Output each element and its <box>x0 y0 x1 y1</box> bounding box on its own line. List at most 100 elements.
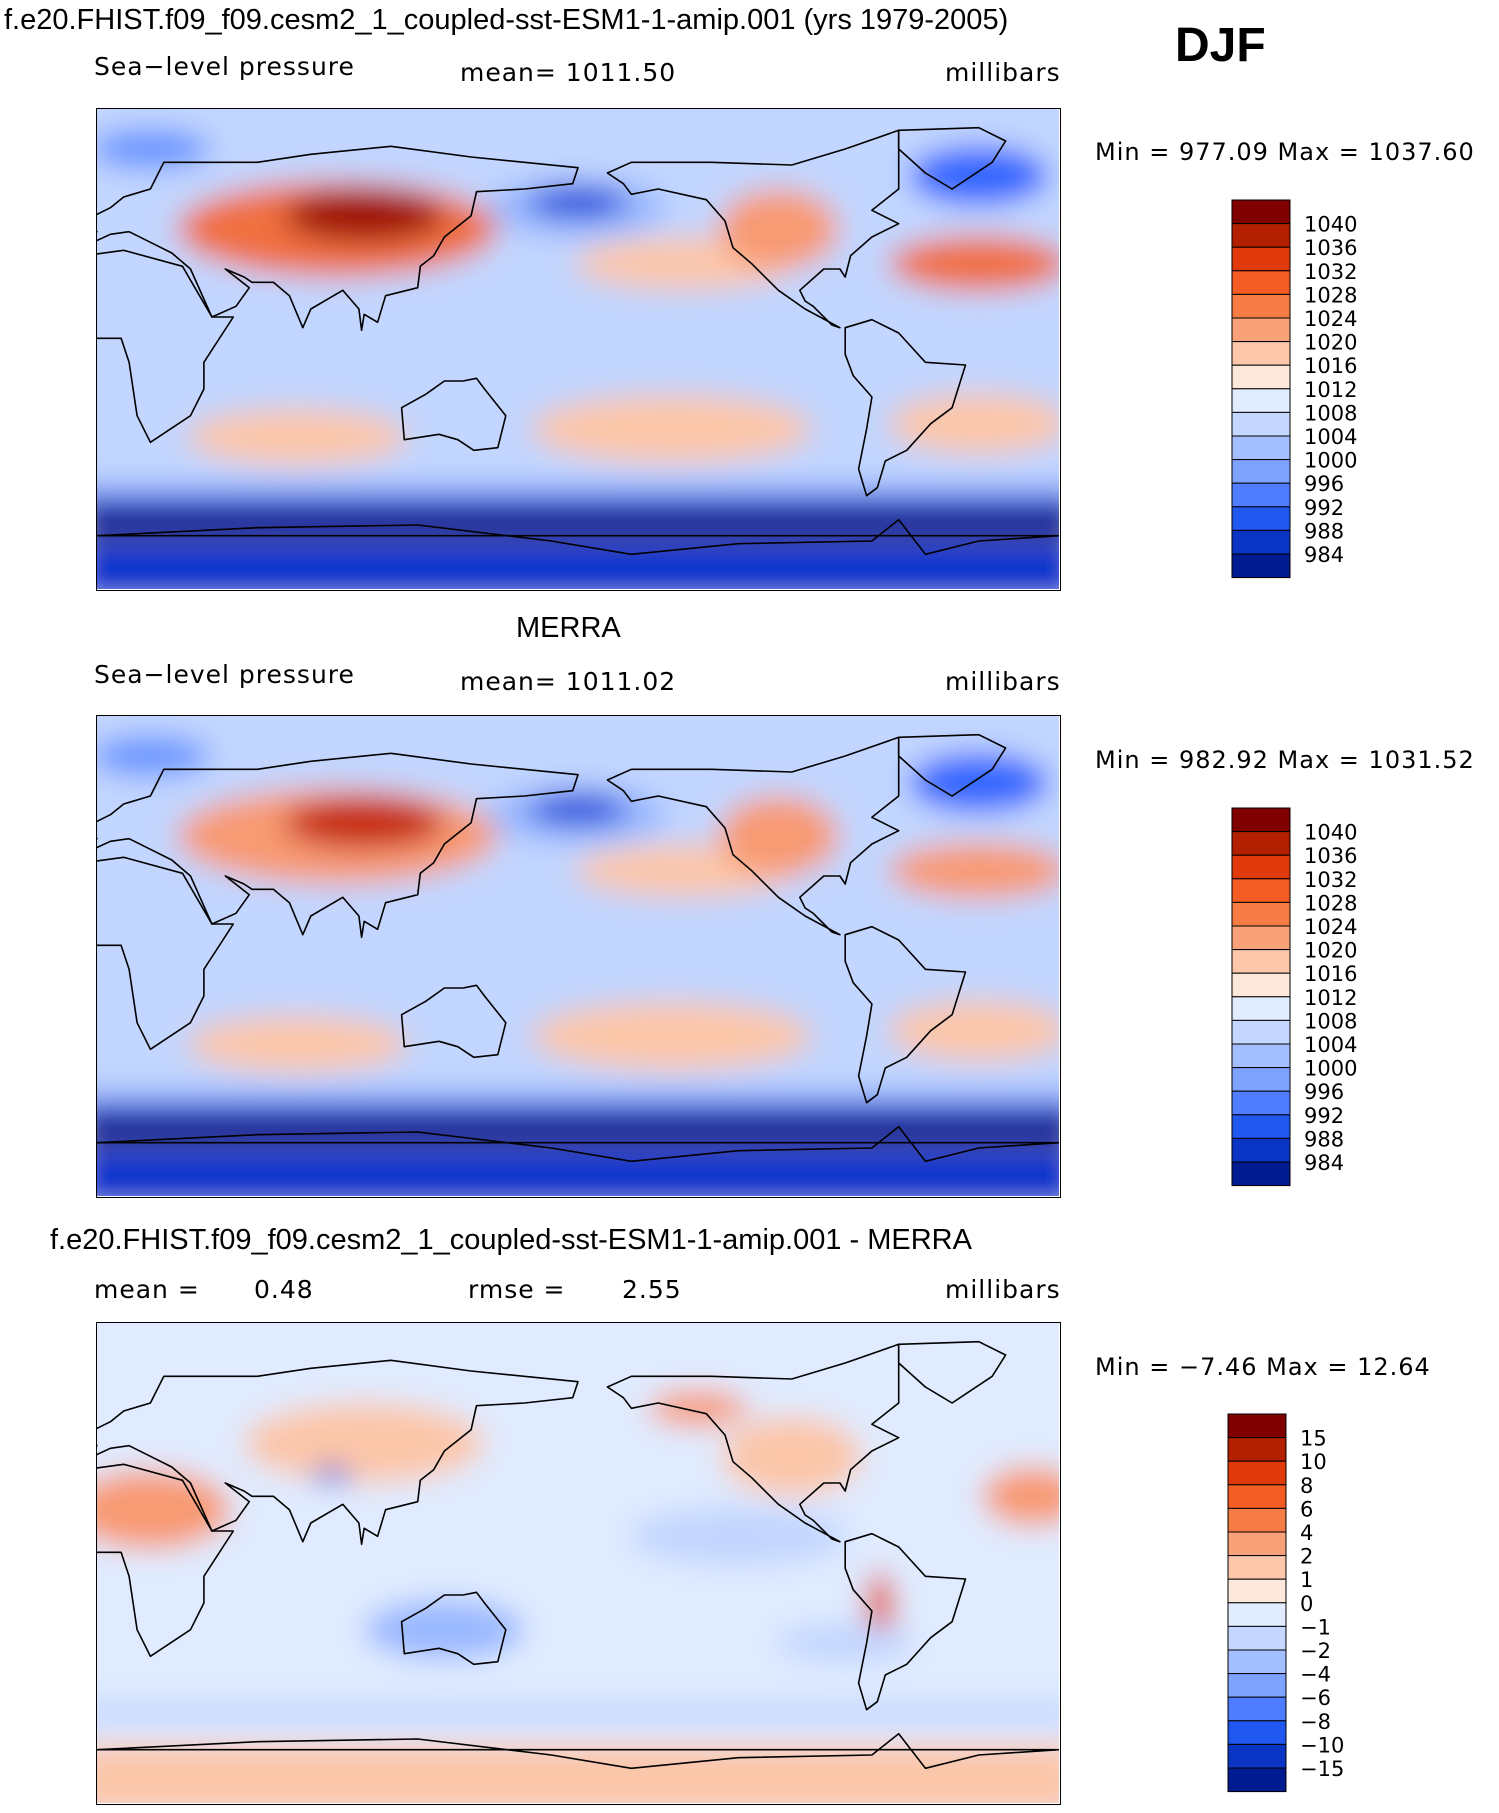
antarctic-field <box>97 1148 1059 1196</box>
colorbar-swatch <box>1231 482 1291 508</box>
azores-high <box>888 235 1059 292</box>
colorbar-swatch <box>1231 199 1291 225</box>
subtropical-high-indian <box>187 1016 408 1072</box>
coastline <box>606 736 900 936</box>
colorbar-swatch <box>1227 1673 1287 1698</box>
colorbar-tick-label: 984 <box>1304 543 1344 567</box>
colorbar-tick-label: 1004 <box>1304 425 1357 449</box>
p2-variable-label: Sea−level pressure <box>94 660 355 689</box>
icelandic-low <box>908 145 1049 206</box>
colorbar-tick-label: 996 <box>1304 1080 1344 1104</box>
colorbar-tick-label: 1020 <box>1304 331 1357 355</box>
p2-mean-label: mean= 1011.02 <box>460 667 677 696</box>
subtropical-high-indian <box>187 409 408 465</box>
colorbar-swatch <box>1231 901 1291 927</box>
diff-asia-positive <box>244 1403 485 1483</box>
colorbar-swatch <box>1227 1625 1287 1651</box>
colorbar-tick-label: 992 <box>1304 1104 1344 1128</box>
colorbar-swatch <box>1227 1555 1287 1580</box>
p1-mean-label: mean= 1011.50 <box>460 58 677 87</box>
colorbar-tick-label: 1040 <box>1304 821 1357 845</box>
colorbar-tick-label: 996 <box>1304 472 1344 496</box>
colorbar-tick-label: 1012 <box>1304 378 1357 402</box>
p2-colorbar: 1040 1036 1032 1028 1024 1020 1016 1012 1008 1004… <box>1231 807 1432 1190</box>
azores-high <box>888 842 1059 899</box>
siberian-high-core <box>284 796 445 849</box>
colorbar-swatch <box>1231 949 1291 974</box>
coastline <box>897 733 1007 797</box>
colorbar-tick-label: 1008 <box>1304 401 1357 425</box>
colorbar-swatch <box>1231 925 1291 951</box>
map-background-field <box>97 1323 1059 1803</box>
colorbar-tick-label: 1028 <box>1304 283 1357 307</box>
circumpolar-trough <box>97 1116 1059 1146</box>
north-america-high <box>718 189 839 269</box>
colorbar-swatch <box>1227 1460 1287 1486</box>
p3-rmse-value: 2.55 <box>622 1275 682 1304</box>
colorbar-tick-label: −8 <box>1300 1710 1331 1734</box>
season-label: DJF <box>1175 19 1266 72</box>
colorbar-tick-label: 988 <box>1304 1127 1344 1151</box>
p1-variable-label: Sea−level pressure <box>94 52 355 81</box>
coastline <box>97 1732 1059 1770</box>
p3-mean-value: 0.48 <box>254 1275 314 1304</box>
coastline <box>897 1340 1007 1404</box>
diff-antarctic-positive <box>97 1744 1059 1803</box>
equatorial-trough <box>97 942 1059 983</box>
colorbar-tick-label: 1012 <box>1304 986 1357 1010</box>
colorbar-tick-label: 1016 <box>1304 962 1357 986</box>
colorbar-tick-label: 1000 <box>1304 1057 1357 1081</box>
p1-colorbar: 1040 1036 1032 1028 1024 1020 1016 1012 1008 1004… <box>1231 199 1432 582</box>
colorbar-swatch <box>1231 1090 1291 1116</box>
colorbar-tick-label: 988 <box>1304 519 1344 543</box>
barents-low <box>97 736 211 776</box>
colorbar-tick-label: 1000 <box>1304 449 1357 473</box>
colorbar-swatch <box>1227 1484 1287 1509</box>
colorbar-swatch <box>1231 1114 1291 1139</box>
colorbar-swatch <box>1231 1043 1291 1069</box>
colorbar-swatch <box>1227 1578 1287 1604</box>
colorbar-tick-label: 1024 <box>1304 915 1357 939</box>
colorbar-swatch <box>1231 317 1291 343</box>
p2-title: MERRA <box>516 612 621 644</box>
diff-southern-ocean-negative <box>97 1701 1059 1724</box>
coastline <box>97 1359 579 1546</box>
colorbar-tick-label: 1032 <box>1304 260 1357 284</box>
subtropical-high-s-pacific <box>531 395 812 463</box>
colorbar-swatch <box>1227 1743 1287 1769</box>
colorbar-swatch <box>1231 270 1291 295</box>
colorbar-swatch <box>1227 1507 1287 1533</box>
colorbar-tick-label: 984 <box>1304 1151 1344 1175</box>
aleutian-low-core <box>528 186 628 219</box>
colorbar-swatch <box>1231 878 1291 903</box>
diff-north-america-positive <box>721 1416 862 1497</box>
colorbar-swatch <box>1231 411 1291 437</box>
antarctic-field <box>97 541 1059 589</box>
colorbar-tick-label: 1036 <box>1304 236 1357 260</box>
p3-map <box>96 1322 1061 1805</box>
colorbar-tick-label: 1016 <box>1304 354 1357 378</box>
p3-units-label: millibars <box>945 1275 1061 1304</box>
p1-map <box>96 108 1061 591</box>
diff-alaska-positive <box>648 1390 749 1427</box>
p3-colorbar: 15 10 8 6 4 2 1 0 −1 −2 −4 −6 −8 −10 −15 <box>1227 1413 1428 1796</box>
colorbar-swatch <box>1227 1720 1287 1745</box>
circumpolar-trough <box>97 509 1059 539</box>
colorbar-swatch <box>1231 972 1291 998</box>
colorbar-swatch <box>1231 1137 1291 1163</box>
colorbar-tick-label: 1036 <box>1304 844 1357 868</box>
colorbar-tick-label: 8 <box>1300 1474 1313 1498</box>
colorbar-swatch <box>1231 807 1291 833</box>
subtropical-high-s-atlantic <box>888 1000 1059 1061</box>
colorbar-tick-label: 1028 <box>1304 891 1357 915</box>
colorbar-swatch <box>1231 831 1291 856</box>
coastline <box>606 129 900 329</box>
diff-east-pacific-neutral <box>628 1506 849 1567</box>
colorbar-tick-label: 15 <box>1300 1427 1327 1451</box>
colorbar-swatch <box>1231 506 1291 531</box>
colorbar-tick-label: 0 <box>1300 1592 1313 1616</box>
colorbar-swatch <box>1231 341 1291 366</box>
p2-min-max: Min = 982.92 Max = 1031.52 <box>1095 746 1475 774</box>
colorbar-tick-label: 1032 <box>1304 868 1357 892</box>
coastline <box>844 925 967 1104</box>
